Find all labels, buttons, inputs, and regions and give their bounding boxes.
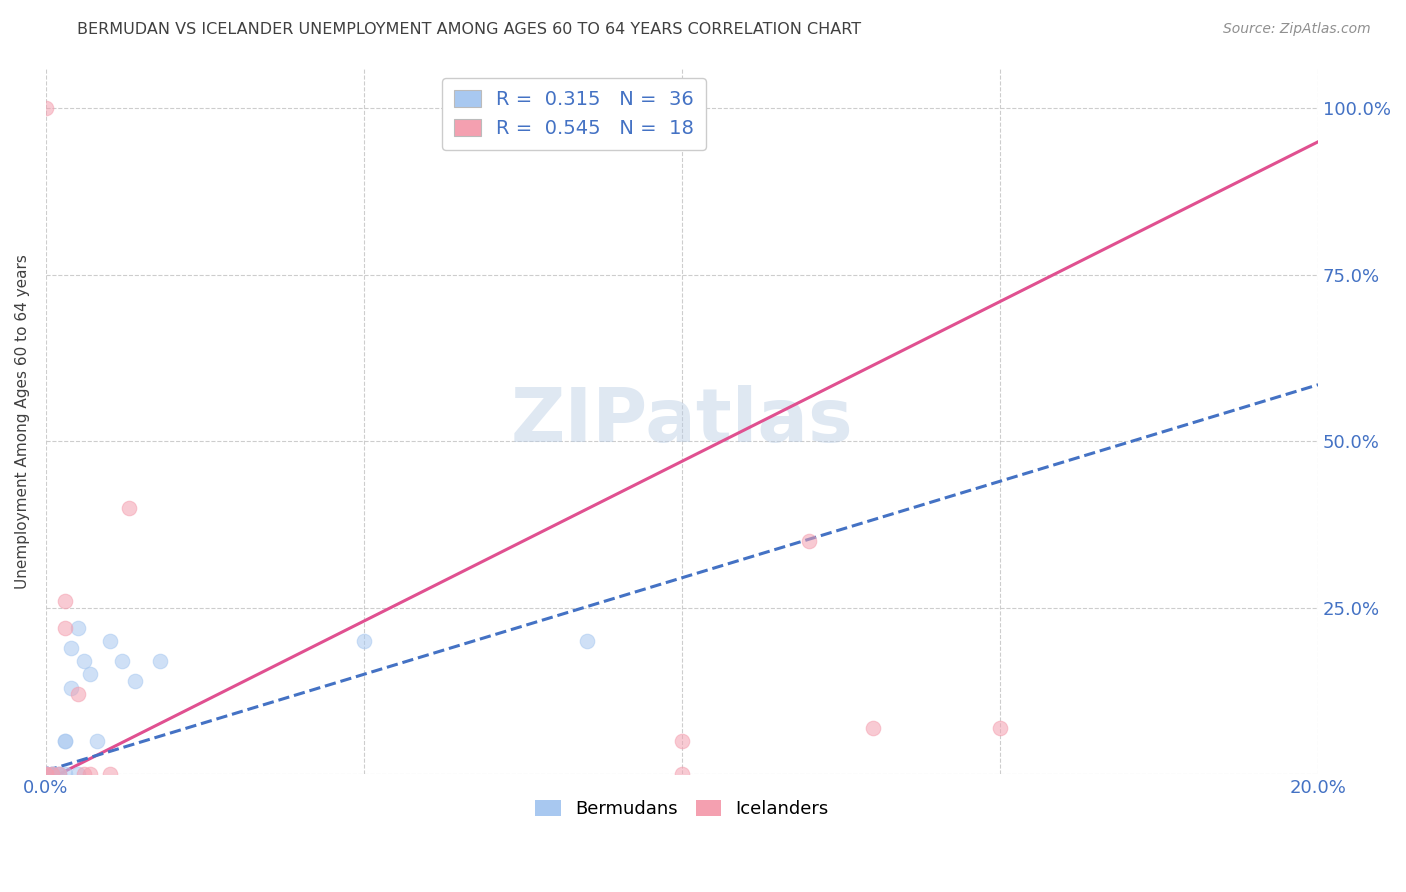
Point <box>149 654 172 668</box>
Point <box>53 594 76 608</box>
Point <box>35 767 58 781</box>
Point <box>98 767 121 781</box>
Point <box>53 767 76 781</box>
Text: Source: ZipAtlas.com: Source: ZipAtlas.com <box>1223 22 1371 37</box>
Point <box>48 767 70 781</box>
Point <box>66 687 89 701</box>
Point <box>862 721 884 735</box>
Point <box>35 767 58 781</box>
Point <box>35 767 58 781</box>
Point <box>575 634 598 648</box>
Point <box>79 767 101 781</box>
Point <box>35 767 58 781</box>
Point <box>73 767 96 781</box>
Point <box>671 734 693 748</box>
Point <box>48 767 70 781</box>
Text: BERMUDAN VS ICELANDER UNEMPLOYMENT AMONG AGES 60 TO 64 YEARS CORRELATION CHART: BERMUDAN VS ICELANDER UNEMPLOYMENT AMONG… <box>77 22 862 37</box>
Point <box>111 654 134 668</box>
Point <box>53 621 76 635</box>
Point <box>35 767 58 781</box>
Point <box>66 767 89 781</box>
Y-axis label: Unemployment Among Ages 60 to 64 years: Unemployment Among Ages 60 to 64 years <box>15 254 30 589</box>
Point <box>35 767 58 781</box>
Point <box>35 767 58 781</box>
Point <box>35 767 58 781</box>
Point <box>671 102 693 116</box>
Point <box>73 654 96 668</box>
Point <box>35 767 58 781</box>
Point <box>35 767 58 781</box>
Legend: Bermudans, Icelanders: Bermudans, Icelanders <box>529 792 837 825</box>
Point <box>35 767 58 781</box>
Text: ZIPatlas: ZIPatlas <box>510 384 853 458</box>
Point <box>41 767 63 781</box>
Point <box>53 734 76 748</box>
Point <box>35 767 58 781</box>
Point <box>41 767 63 781</box>
Point <box>124 673 146 688</box>
Point <box>118 500 141 515</box>
Point <box>35 767 58 781</box>
Point <box>988 721 1011 735</box>
Point <box>35 102 58 116</box>
Point <box>35 767 58 781</box>
Point <box>35 767 58 781</box>
Point <box>353 634 375 648</box>
Point <box>671 767 693 781</box>
Point <box>48 767 70 781</box>
Point <box>35 767 58 781</box>
Point <box>41 767 63 781</box>
Point <box>35 767 58 781</box>
Point <box>60 640 83 655</box>
Point <box>98 634 121 648</box>
Point <box>799 534 821 549</box>
Point <box>66 621 89 635</box>
Point <box>86 734 108 748</box>
Point <box>79 667 101 681</box>
Point <box>41 767 63 781</box>
Point <box>53 734 76 748</box>
Point <box>60 681 83 695</box>
